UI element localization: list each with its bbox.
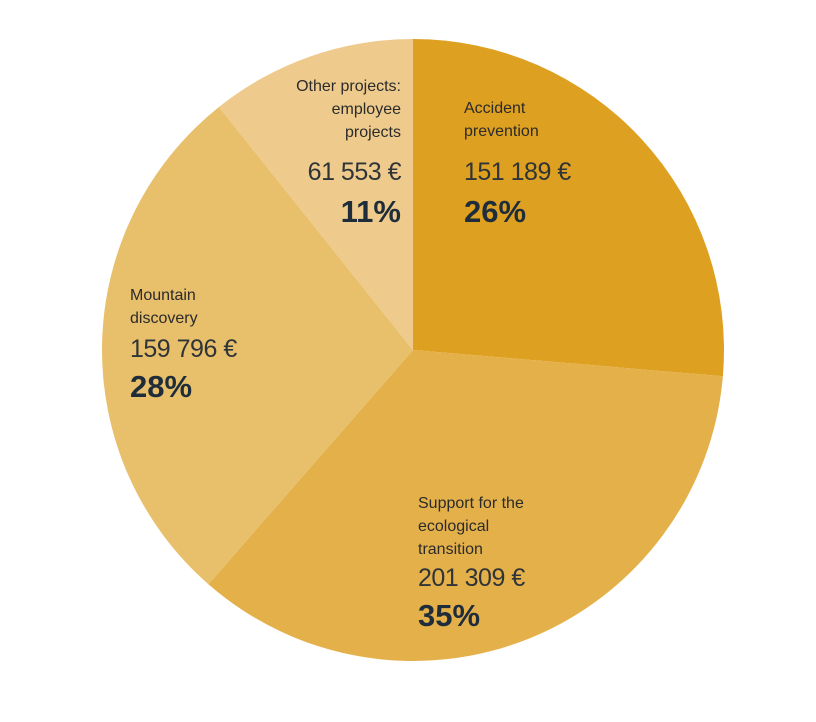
percent-label: 35% xyxy=(418,598,481,633)
amount-label: 201 309 € xyxy=(418,564,525,592)
percent-label: 28% xyxy=(130,369,193,404)
percent-label: 11% xyxy=(340,194,401,229)
amount-label: 151 189 € xyxy=(464,158,571,186)
pie-slice xyxy=(413,39,724,377)
slice-label: Support for the ecological transition xyxy=(418,495,524,558)
percent-label: 26% xyxy=(464,194,527,229)
slice-label: Accident prevention xyxy=(464,100,539,140)
pie-slice xyxy=(208,350,723,661)
pie-slice xyxy=(218,39,413,350)
pie-slice xyxy=(102,106,413,585)
amount-label: 159 796 € xyxy=(130,335,237,363)
slice-label: Other projects: employee projects xyxy=(296,78,401,141)
amount-label: 61 553 € xyxy=(307,158,402,186)
slice-label: Mountain discovery xyxy=(130,287,198,327)
